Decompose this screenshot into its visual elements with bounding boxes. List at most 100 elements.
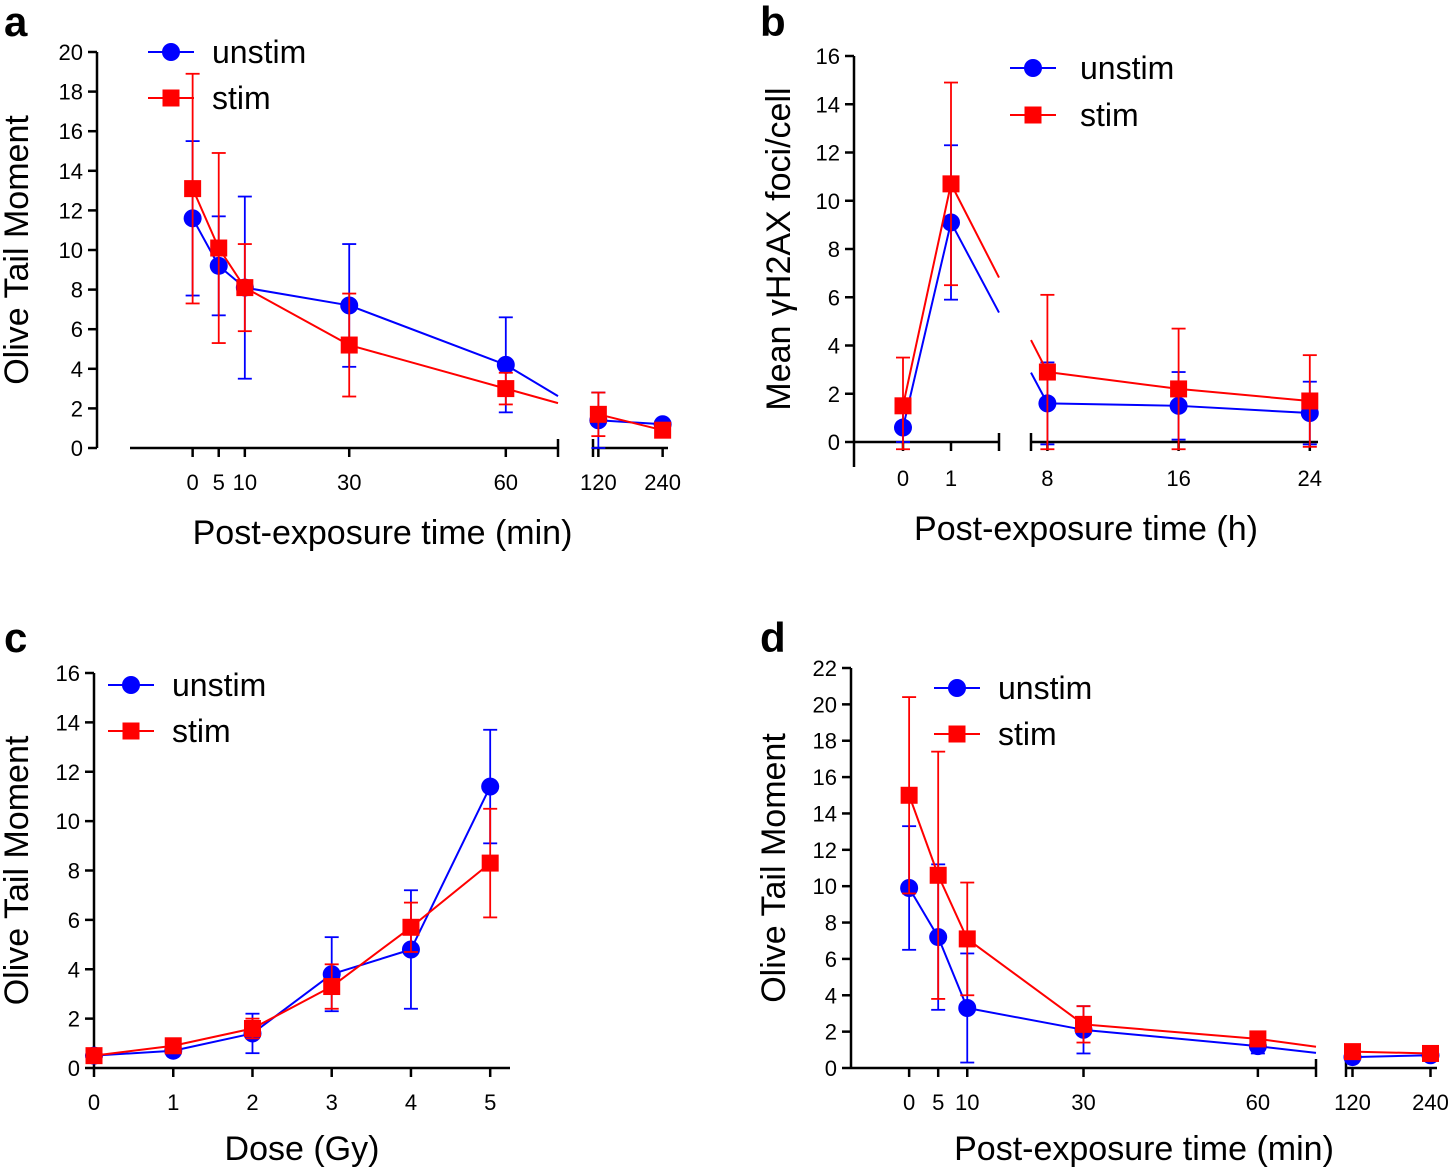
y-axis: 0 2 4 6 8 10 12 14 16 (56, 661, 96, 1081)
series-line (505, 363, 559, 397)
series-line (1257, 1045, 1317, 1054)
data-point (1301, 392, 1319, 410)
x-axis-title: Post-exposure time (h) (914, 510, 1258, 548)
series-line (410, 862, 491, 929)
series-line (902, 222, 952, 428)
series-line (950, 183, 1000, 279)
series-stim (184, 72, 672, 439)
y-tick-label: 10 (816, 189, 840, 214)
series-line (244, 286, 350, 346)
data-point (1249, 1030, 1267, 1048)
series-line (1047, 371, 1179, 390)
legend-item-unstim: unstim (1010, 50, 1174, 86)
x-tick-label: 60 (494, 470, 518, 495)
y-axis: 0 2 4 6 8 10 12 14 16 18 20 22 (813, 656, 853, 1081)
data-point (958, 930, 976, 948)
y-tick-label: 20 (59, 40, 83, 65)
data-point (184, 180, 202, 198)
x-axis: 0 1 8 16 24 (855, 433, 1322, 491)
y-tick-label: 12 (813, 838, 837, 863)
y-tick-label: 18 (59, 80, 83, 105)
y-tick-label: 16 (59, 119, 83, 144)
data-point (496, 355, 515, 374)
legend-item-unstim: unstim (934, 670, 1092, 706)
x-tick-label: 240 (644, 470, 681, 495)
series-line (173, 1032, 253, 1052)
legend-marker (1024, 59, 1042, 77)
panel-letter: a (4, 0, 28, 45)
series-line (173, 1027, 253, 1047)
data-point (164, 1037, 182, 1055)
x-tick-label: 0 (187, 470, 199, 495)
y-tick-label: 6 (68, 908, 80, 933)
y-tick-label: 14 (816, 92, 840, 117)
y-axis-title: Olive Tail Moment (755, 733, 793, 1003)
x-tick-label: 120 (1334, 1090, 1371, 1115)
x-tick-label: 5 (213, 470, 225, 495)
series-line (348, 344, 507, 390)
data-point (236, 279, 254, 297)
series-line (1352, 1054, 1431, 1059)
y-tick-label: 12 (56, 760, 80, 785)
x-tick-label: 0 (88, 1090, 100, 1115)
y-tick-label: 22 (813, 656, 837, 681)
series-line (902, 183, 952, 407)
x-tick-label: 16 (1166, 466, 1190, 491)
y-tick-label: 10 (56, 809, 80, 834)
series-line (1178, 387, 1310, 402)
x-axis: 0 5 10 30 60 120 240 (130, 439, 681, 495)
series-stim (900, 696, 1439, 1062)
series-line (93, 1044, 174, 1057)
y-tick-label: 6 (71, 317, 83, 342)
x-axis: 0 1 2 3 4 5 (88, 1066, 510, 1115)
data-point (1344, 1043, 1361, 1061)
x-tick-label: 3 (326, 1090, 338, 1115)
series-line (252, 985, 333, 1030)
data-point (402, 918, 420, 936)
series-line (331, 926, 412, 988)
series-stim (894, 81, 1319, 451)
y-tick-label: 8 (68, 859, 80, 884)
x-tick-label: 240 (1412, 1090, 1449, 1115)
y-tick-label: 0 (828, 430, 840, 455)
x-tick-label: 120 (580, 470, 617, 495)
data-point (1038, 363, 1056, 381)
x-tick-label: 10 (233, 470, 257, 495)
data-point (894, 397, 912, 415)
legend: unstim stim (1010, 50, 1174, 133)
y-axis-title: Olive Tail Moment (0, 735, 36, 1005)
data-point (900, 786, 918, 804)
legend-item-stim: stim (108, 713, 231, 749)
y-tick-label: 18 (813, 729, 837, 754)
y-tick-label: 2 (825, 1020, 837, 1045)
data-point (1422, 1044, 1439, 1062)
legend-item-unstim: unstim (108, 667, 266, 703)
data-point (1075, 1015, 1092, 1033)
legend-item-stim: stim (1010, 97, 1139, 133)
series-line (950, 221, 1000, 314)
legend-label: stim (172, 713, 231, 749)
legend-label: unstim (212, 34, 306, 70)
data-point (340, 336, 358, 354)
y-tick-label: 2 (71, 396, 83, 421)
data-point (654, 421, 672, 439)
legend-marker (122, 722, 140, 740)
series-line (348, 304, 507, 366)
y-tick-label: 16 (813, 765, 837, 790)
y-tick-label: 16 (56, 661, 80, 686)
legend-label: unstim (1080, 50, 1174, 86)
x-tick-label: 60 (1246, 1090, 1270, 1115)
legend-marker (162, 89, 180, 107)
y-tick-label: 16 (816, 44, 840, 69)
legend-label: stim (212, 80, 271, 116)
x-tick-label: 30 (1071, 1090, 1095, 1115)
legend: unstim stim (934, 670, 1092, 752)
series-unstim (900, 825, 1440, 1067)
series-line (598, 413, 663, 432)
x-tick-label: 0 (897, 466, 909, 491)
series-line (191, 188, 220, 249)
